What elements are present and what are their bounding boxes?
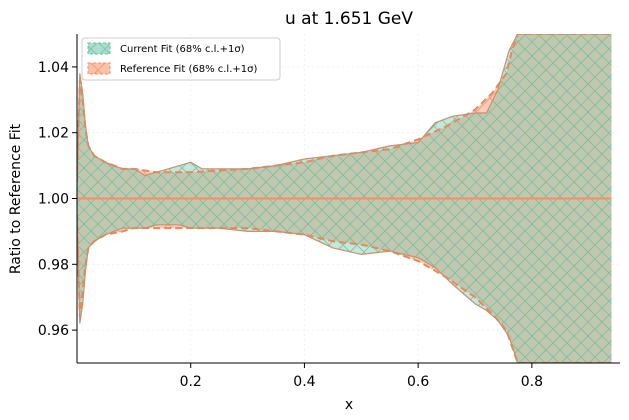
x-tick-label: 0.6 <box>407 374 429 390</box>
legend-swatch-reference-hatch <box>88 63 110 74</box>
y-axis-ticks: 0.96 0.98 1.00 1.02 1.04 <box>38 60 77 339</box>
legend: Current Fit (68% c.l.+1σ) Reference Fit … <box>81 37 281 81</box>
y-tick-label: 0.98 <box>38 257 69 273</box>
legend-label-reference: Reference Fit (68% c.l.+1σ) <box>120 64 257 75</box>
chart-title: u at 1.651 GeV <box>285 9 413 29</box>
x-axis-ticks: 0.2 0.4 0.6 0.8 <box>180 363 543 390</box>
current-fit-upper-line <box>77 34 612 183</box>
y-tick-label: 1.04 <box>38 60 69 76</box>
plot-area <box>77 34 612 363</box>
y-tick-label: 1.02 <box>38 126 69 142</box>
x-tick-label: 0.8 <box>521 374 543 390</box>
x-axis-label: x <box>345 397 353 413</box>
x-tick-label: 0.4 <box>293 374 315 390</box>
legend-label-current: Current Fit (68% c.l.+1σ) <box>120 44 245 55</box>
x-tick-label: 0.2 <box>180 374 202 390</box>
legend-swatch-current-hatch <box>88 43 110 54</box>
y-axis-label: Ratio to Reference Fit <box>8 123 24 274</box>
y-tick-label: 1.00 <box>38 192 69 208</box>
y-tick-label: 0.96 <box>38 323 69 339</box>
current-fit-lower-line <box>77 214 612 363</box>
legend-box <box>81 37 281 81</box>
